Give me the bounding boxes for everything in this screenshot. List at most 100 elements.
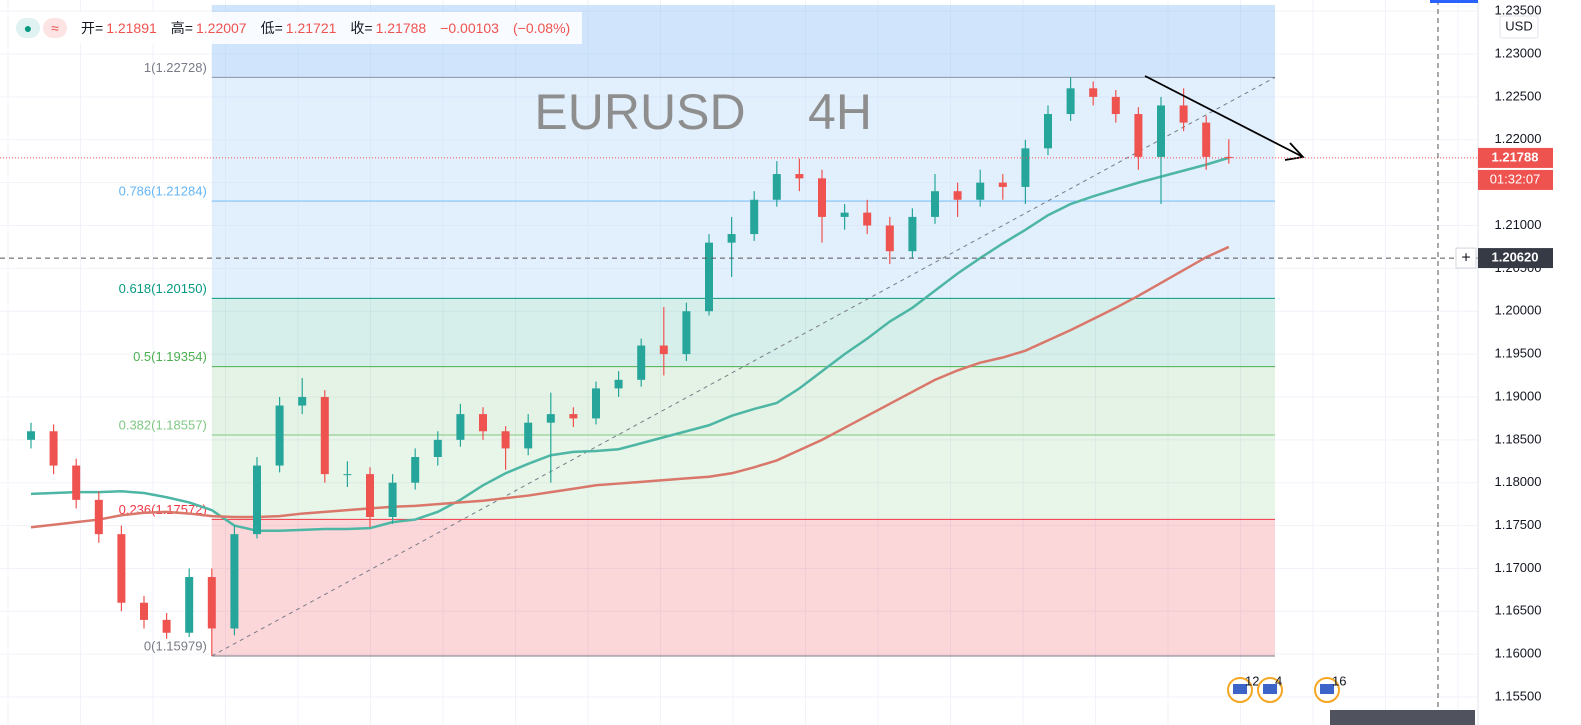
y-tick-label: 1.18500 <box>1495 431 1542 446</box>
event-count: 12 <box>1245 673 1259 688</box>
visibility-icon[interactable]: ● <box>16 18 40 38</box>
candle-body <box>433 439 442 457</box>
y-tick-label: 1.21000 <box>1495 217 1542 232</box>
candle-body <box>207 577 216 629</box>
countdown-label: 01:32:07 <box>1490 171 1541 186</box>
candle-body <box>840 212 849 217</box>
candle-body <box>117 534 126 603</box>
candle-body <box>614 379 623 389</box>
change-value: −0.00103 <box>440 20 499 36</box>
moving-average-line <box>30 245 1230 529</box>
candle-body <box>931 191 939 217</box>
candle-body <box>637 345 646 380</box>
candle-body <box>27 431 35 440</box>
candle-body <box>1202 122 1211 157</box>
low-value: 1.21721 <box>285 20 337 36</box>
candle-body <box>772 174 781 200</box>
candle-body <box>953 191 962 200</box>
watermark-interval: 4H <box>808 84 872 140</box>
fib-level-label: 0(1.15979) <box>144 638 207 653</box>
candle-body <box>682 311 691 355</box>
candle-body <box>253 465 261 535</box>
price-axis-bg <box>1478 0 1581 725</box>
change-percent: (−0.08%) <box>512 20 571 36</box>
candle-body <box>863 212 872 226</box>
fib-level-label: 1(1.22728) <box>144 60 207 75</box>
candle-body <box>795 174 804 179</box>
y-tick-label: 1.15500 <box>1495 688 1542 703</box>
y-tick-label: 1.19500 <box>1495 346 1542 361</box>
trend-line <box>1144 75 1304 158</box>
low-label: 低= <box>260 20 283 36</box>
candle-body <box>976 182 985 200</box>
candle-body <box>1111 96 1120 115</box>
currency-label: USD <box>1505 18 1532 33</box>
fib-zone <box>211 519 1275 656</box>
candle-body <box>366 474 374 517</box>
y-tick-label: 1.18000 <box>1495 474 1542 489</box>
event-flag <box>1233 684 1247 694</box>
candle-body <box>750 199 759 235</box>
high-value: 1.22007 <box>195 20 247 36</box>
candle-body <box>1134 114 1143 157</box>
candle-body <box>230 534 239 629</box>
event-flag <box>1320 684 1334 694</box>
candle-body <box>569 414 578 419</box>
candle-body <box>818 178 826 217</box>
candle-body <box>1224 156 1233 158</box>
fib-zone <box>211 77 1275 202</box>
candle-body <box>659 345 668 355</box>
close-value: 1.21788 <box>375 20 427 36</box>
y-tick-label: 1.22000 <box>1495 131 1542 146</box>
scroll-bar <box>1330 710 1475 725</box>
candle-body <box>298 396 307 406</box>
y-tick-label: 1.19000 <box>1495 388 1542 403</box>
candle-body <box>1157 105 1165 157</box>
y-tick-label: 1.17000 <box>1495 560 1542 575</box>
last-price-tag <box>1478 147 1553 168</box>
candle-body <box>592 388 600 419</box>
open-label: 开= <box>81 20 104 36</box>
fib-level-label: 0.5(1.19354) <box>133 349 207 364</box>
candle-body <box>501 431 510 449</box>
candle-body <box>479 414 487 432</box>
candle-body <box>162 619 171 633</box>
candle-body <box>705 242 713 312</box>
candle-body <box>1179 105 1188 123</box>
candle-body <box>49 431 58 466</box>
ohlc-legend: ● ≈ 开= 1.21891 高= 1.22007 低= 1.21721 收= 1.21… <box>10 12 583 44</box>
candle-body <box>885 225 894 252</box>
crosshair-plus-sign: + <box>1461 249 1470 266</box>
moving-average-line <box>30 156 1230 532</box>
candle-body <box>998 182 1007 187</box>
fib-trend-line <box>211 76 1276 657</box>
open-value: 1.21891 <box>106 20 157 36</box>
watermark-symbol: EURUSD <box>534 84 745 140</box>
close-label: 收= <box>350 20 373 36</box>
y-tick-label: 1.23500 <box>1495 3 1542 18</box>
candle-body <box>140 602 148 620</box>
y-tick-label: 1.20000 <box>1495 303 1542 318</box>
y-tick-label: 1.17500 <box>1495 517 1542 532</box>
fib-zone <box>211 298 1275 367</box>
candle-body <box>343 474 352 476</box>
candle-body <box>275 405 284 466</box>
crosshair-plus[interactable] <box>1455 247 1477 269</box>
candle-body <box>546 414 555 423</box>
indicator-icon[interactable]: ≈ <box>43 18 67 38</box>
candle-body <box>1021 148 1030 187</box>
candle-body <box>185 577 194 633</box>
currency-box[interactable] <box>1499 15 1539 39</box>
candle-body <box>94 499 103 535</box>
candle-body <box>727 234 736 243</box>
event-count: 4 <box>1275 673 1282 688</box>
high-label: 高= <box>170 20 193 36</box>
candle-body <box>1044 114 1052 149</box>
last-price-label: 1.21788 <box>1492 149 1539 164</box>
fib-level-label: 0.786(1.21284) <box>119 184 207 199</box>
y-tick-label: 1.16500 <box>1495 603 1542 618</box>
fib-level-label: 0.618(1.20150) <box>119 281 207 296</box>
candle-body <box>524 422 533 449</box>
